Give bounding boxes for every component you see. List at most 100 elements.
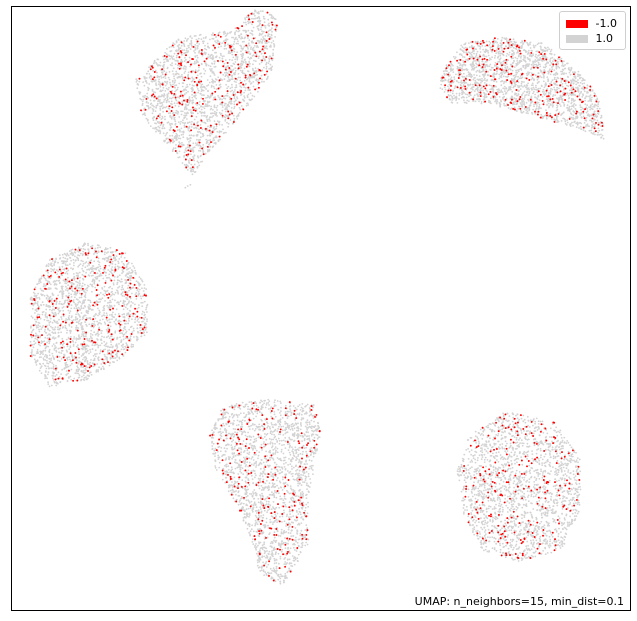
point-plus1 [519, 75, 522, 77]
point-plus1 [58, 302, 61, 305]
point-plus1 [114, 299, 116, 302]
point-plus1 [551, 56, 554, 59]
point-plus1 [169, 134, 171, 137]
point-plus1 [193, 118, 196, 121]
point-plus1 [478, 100, 480, 103]
point-plus1 [471, 75, 473, 78]
point-plus1 [189, 43, 191, 45]
plot-area: -1.0 1.0 UMAP: n_neighbors=15, min_dist=… [11, 6, 631, 611]
point-plus1 [92, 354, 95, 357]
point-plus1 [234, 86, 237, 89]
point-plus1 [512, 102, 515, 105]
point-plus1 [593, 106, 596, 108]
point-plus1 [55, 384, 58, 387]
point-plus1 [546, 100, 549, 103]
point-plus1 [464, 64, 467, 66]
point-plus1 [577, 70, 580, 73]
point-plus1 [195, 144, 198, 147]
point-plus1 [272, 52, 274, 55]
point-plus1 [261, 80, 263, 83]
point-plus1 [191, 96, 194, 99]
point-plus1 [529, 58, 531, 61]
point-plus1 [574, 107, 577, 110]
point-plus1 [537, 58, 540, 61]
point-plus1 [200, 105, 202, 107]
point-plus1 [167, 141, 170, 144]
point-plus1 [210, 107, 213, 110]
point-plus1 [546, 76, 549, 78]
point-plus1 [501, 67, 504, 70]
point-plus1 [224, 43, 227, 46]
point-plus1 [556, 115, 559, 117]
point-plus1 [581, 96, 584, 98]
point-plus1 [513, 53, 515, 55]
point-plus1 [263, 24, 266, 27]
point-plus1 [34, 318, 36, 321]
point-plus1 [263, 80, 265, 83]
point-plus1 [573, 103, 576, 105]
point-plus1 [252, 26, 255, 29]
point-plus1 [503, 85, 506, 88]
point-plus1 [524, 67, 526, 70]
point-plus1 [225, 66, 228, 69]
point-plus1 [216, 104, 219, 107]
point-plus1 [529, 43, 531, 46]
point-plus1 [484, 64, 487, 66]
point-plus1 [270, 37, 273, 39]
point-plus1 [537, 63, 540, 66]
point-plus1 [572, 71, 574, 73]
point-plus1 [192, 170, 195, 173]
point-plus1 [132, 302, 134, 304]
point-plus1 [92, 265, 95, 267]
point-plus1 [504, 100, 506, 103]
point-plus1 [546, 88, 549, 90]
point-plus1 [44, 353, 47, 356]
point-plus1 [489, 42, 492, 44]
point-plus1 [262, 57, 265, 59]
point-plus1 [460, 79, 463, 82]
point-plus1 [105, 356, 108, 359]
point-plus1 [165, 133, 168, 135]
point-plus1 [191, 80, 194, 82]
point-plus1 [228, 101, 230, 104]
point-plus1 [196, 112, 199, 115]
point-plus1 [186, 138, 189, 141]
point-plus1 [501, 91, 504, 93]
point-plus1 [213, 106, 216, 109]
point-plus1 [172, 46, 175, 48]
point-plus1 [191, 93, 194, 96]
point-plus1 [501, 80, 504, 82]
point-plus1 [484, 77, 486, 80]
point-plus1 [151, 90, 154, 92]
point-plus1 [70, 307, 73, 310]
point-plus1 [244, 49, 247, 52]
point-plus1 [159, 131, 162, 133]
point-plus1 [32, 304, 35, 307]
point-plus1 [200, 88, 203, 91]
point-plus1 [67, 269, 70, 272]
point-plus1 [188, 141, 190, 143]
point-plus1 [232, 68, 235, 71]
point-plus1 [191, 84, 194, 87]
point-plus1 [591, 108, 594, 111]
point-plus1 [94, 317, 97, 320]
point-plus1 [209, 132, 212, 135]
point-plus1 [247, 37, 249, 39]
point-plus1 [260, 52, 263, 55]
point-plus1 [169, 129, 172, 132]
point-plus1 [476, 69, 479, 72]
point-plus1 [204, 52, 206, 54]
point-plus1 [94, 247, 97, 250]
point-plus1 [178, 150, 181, 153]
point-plus1 [563, 60, 565, 63]
point-plus1 [42, 362, 45, 365]
point-plus1 [77, 370, 79, 373]
point-plus1 [171, 70, 174, 72]
point-plus1 [527, 71, 529, 74]
point-plus1 [111, 263, 114, 265]
point-plus1 [157, 75, 160, 78]
point-plus1 [577, 79, 579, 81]
point-plus1 [116, 355, 118, 358]
point-plus1 [509, 63, 512, 66]
point-plus1 [144, 94, 147, 97]
